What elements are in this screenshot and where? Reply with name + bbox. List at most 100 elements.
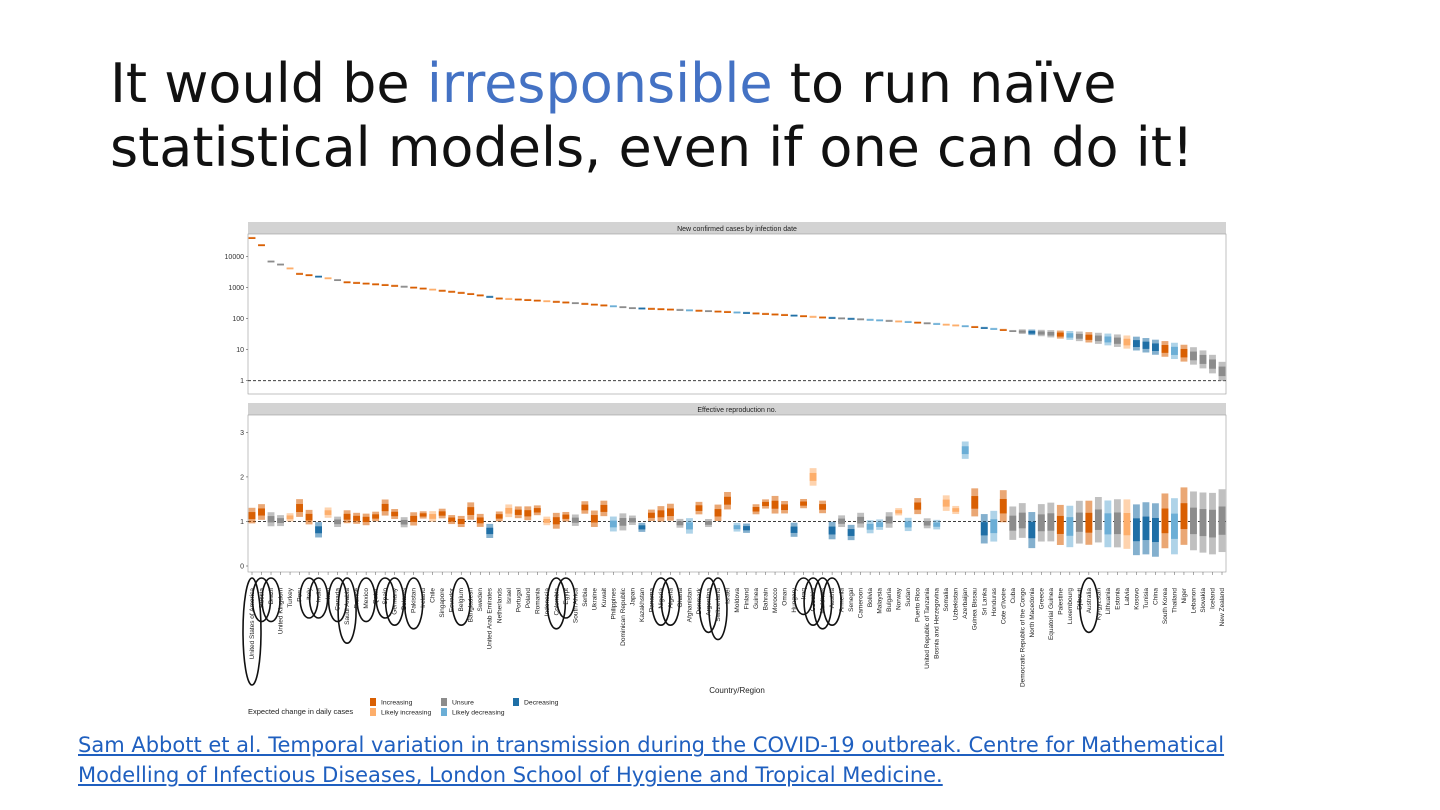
cases-interval-inner [286, 267, 294, 270]
rt-interval-inner [999, 498, 1007, 514]
rt-interval-inner [524, 510, 532, 517]
rt-interval-inner [876, 522, 884, 527]
rt-interval-inner [1152, 517, 1159, 543]
country-label: Philippines [610, 587, 617, 619]
citation: Sam Abbott et al. Temporal variation in … [78, 730, 1328, 790]
rt-interval-inner [467, 507, 475, 515]
cases-interval-inner [800, 315, 807, 318]
panel2-ytick-label: 3 [240, 430, 244, 437]
panel1-title: New confirmed cases by infection date [677, 226, 797, 233]
highlight-circle [261, 577, 281, 623]
rt-interval-inner [980, 522, 988, 536]
rt-interval-inner [248, 512, 256, 520]
country-label: Iceland [1209, 588, 1216, 609]
cases-interval-inner [381, 284, 389, 286]
rt-interval-inner [1123, 513, 1131, 536]
cases-interval-inner [914, 322, 922, 324]
rt-interval-inner [628, 518, 636, 523]
country-label: Ukraine [591, 588, 598, 611]
country-label: Kosovo [1133, 588, 1140, 610]
cases-interval-inner [628, 307, 636, 310]
cases-interval-inner [1085, 334, 1093, 340]
country-label: Malaysia [877, 588, 884, 614]
country-label: Guinea Bissau [972, 588, 979, 631]
cases-interval-inner [1104, 336, 1112, 343]
cases-interval-inner [1047, 331, 1055, 336]
citation-link[interactable]: Sam Abbott et al. Temporal variation in … [78, 733, 1225, 787]
highlight-circle [822, 577, 842, 627]
cases-interval-inner [885, 320, 893, 322]
country-label: Luxembourg [1067, 588, 1074, 625]
country-label: Lebanon [1190, 588, 1197, 614]
rt-interval-inner [372, 514, 380, 519]
rt-interval-inner [552, 517, 560, 525]
cases-interval-inner [1161, 345, 1169, 353]
rt-interval-inner [781, 504, 788, 511]
cases-interval-inner [1190, 351, 1197, 361]
country-label: Singapore [439, 588, 446, 618]
legend-label: Increasing [381, 700, 413, 707]
country-label: Cote d'Ivoire [1000, 588, 1007, 625]
country-label: Somalia [943, 588, 950, 612]
highlight-circle [403, 577, 424, 630]
country-label: Portugal [515, 587, 522, 612]
rt-interval-inner [362, 516, 370, 523]
country-label: Kuwait [601, 588, 608, 608]
cases-interval-inner [638, 307, 646, 310]
country-label: Norway [896, 587, 903, 610]
country-label: North Macedonia [1029, 588, 1036, 638]
rt-interval-inner [1142, 516, 1150, 541]
country-label: Puerto Rico [915, 588, 922, 622]
rt-interval-inner [296, 504, 303, 513]
cases-interval-inner [999, 329, 1007, 331]
rt-interval-inner [1180, 503, 1188, 530]
highlight-circle [384, 577, 405, 627]
rt-interval-inner [277, 518, 284, 524]
legend-swatch [370, 698, 376, 706]
rt-interval-inner [1037, 514, 1045, 532]
rt-interval-inner [1209, 509, 1216, 538]
cases-interval-inner [1209, 359, 1216, 369]
cases-interval-inner [714, 310, 722, 313]
rt-interval-inner [733, 525, 741, 530]
country-label: Serbia [582, 588, 589, 607]
rt-interval-inner [543, 518, 551, 523]
country-label: Bulgaria [886, 588, 893, 612]
highlight-circle [242, 577, 262, 686]
cases-interval-inner [514, 298, 522, 301]
cases-interval-inner [686, 309, 693, 312]
cases-interval-inner [1037, 331, 1045, 335]
panel2-frame [247, 414, 1227, 573]
cases-interval-inner [467, 293, 475, 295]
cases-interval-inner [362, 282, 370, 285]
cases-interval-inner [600, 304, 608, 307]
country-label: Cameroon [858, 588, 865, 619]
country-label: Bahrain [763, 588, 770, 611]
country-label: United Kingdom [278, 588, 285, 634]
rt-interval-inner [1104, 513, 1112, 535]
cases-interval-inner [1180, 348, 1188, 358]
cases-interval-inner [410, 286, 418, 289]
cases-interval-inner [1171, 346, 1178, 355]
country-label: Palestine [1057, 588, 1064, 615]
rt-interval-inner [762, 501, 769, 507]
rt-interval-inner [1132, 518, 1140, 542]
cases-interval-inner [353, 282, 361, 284]
rt-interval-inner [857, 516, 865, 524]
cases-interval-inner [866, 319, 874, 321]
country-label: South Korea [1162, 588, 1169, 625]
rt-interval-inner [1113, 512, 1121, 535]
legend-label: Unsure [452, 700, 474, 707]
panel1-ytick-label: 10000 [225, 254, 245, 261]
country-label: Lithuania [1105, 588, 1112, 615]
panel1-ytick-label: 10 [236, 347, 244, 354]
country-label: Israel [506, 587, 513, 603]
rt-interval-inner [686, 522, 693, 530]
rt-interval-inner [952, 508, 960, 512]
cases-interval-inner [448, 291, 456, 293]
country-label: Ireland [420, 588, 427, 608]
panel1-ytick-label: 100 [232, 316, 244, 323]
rt-interval-inner [448, 517, 456, 522]
country-label: United States of America [249, 588, 256, 660]
rt-interval-inner [286, 515, 294, 520]
